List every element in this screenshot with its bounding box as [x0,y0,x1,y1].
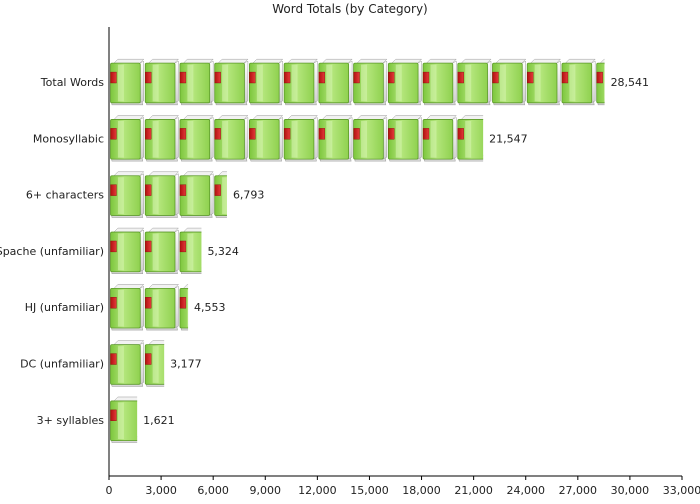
x-tick-label: 21,000 [454,484,493,497]
x-tick-label: 12,000 [298,484,337,497]
green-book-icon [145,284,178,330]
green-book-icon [249,115,282,161]
x-tick-label: 9,000 [250,484,282,497]
green-book-icon [110,115,143,161]
category-label: Total Words [40,76,104,89]
data-label: 3,177 [170,358,202,371]
category-label: 6+ characters [26,189,104,202]
green-book-icon [145,228,178,274]
chart-title: Word Totals (by Category) [272,2,427,16]
green-book-icon [110,172,143,218]
green-book-icon [110,228,143,274]
x-axis-ticks: 0 3,000 6,000 9,000 12,000 15,000 18,000 21,000… [106,476,700,497]
bar-spache-unfamiliar [110,228,213,274]
x-tick-label: 3,000 [145,484,177,497]
x-tick-label: 18,000 [402,484,441,497]
data-label: 1,621 [143,414,175,427]
green-book-icon [180,172,213,218]
category-label: 3+ syllables [37,414,105,427]
bar-6-characters [110,172,247,218]
data-label: 5,324 [207,245,239,258]
data-label: 21,547 [489,132,528,145]
category-label: HJ (unfamiliar) [25,301,104,314]
green-book-icon [527,59,560,105]
green-book-icon [388,115,421,161]
green-book-icon [110,59,143,105]
green-book-icon [110,397,143,443]
x-tick-label: 27,000 [559,484,598,497]
green-book-icon [145,59,178,105]
green-book-icon [458,59,491,105]
green-book-icon [110,341,143,387]
green-book-icon [388,59,421,105]
green-book-icon [458,115,491,161]
category-label: Monosyllabic [33,132,104,145]
green-book-icon [319,59,352,105]
green-book-icon [423,115,456,161]
green-book-icon [284,59,317,105]
x-tick-label: 6,000 [197,484,229,497]
data-label: 6,793 [233,189,264,202]
data-label: 4,553 [194,301,226,314]
data-label: 28,541 [611,76,650,89]
green-book-icon [354,115,387,161]
bar-monosyllabic [110,115,491,161]
green-book-icon [423,59,456,105]
green-book-icon [319,115,352,161]
green-book-icon [110,284,143,330]
x-tick-label: 15,000 [350,484,389,497]
green-book-icon [145,115,178,161]
green-book-icon [145,172,178,218]
x-tick-label: 33,000 [663,484,700,497]
category-label: Spache (unfamiliar) [0,245,104,258]
x-tick-label: 0 [106,484,113,497]
green-book-icon [354,59,387,105]
green-book-icon [215,115,248,161]
green-book-icon [492,59,525,105]
green-book-icon [180,115,213,161]
bar-3-syllables [110,397,143,443]
green-book-icon [215,59,248,105]
bars [110,59,629,442]
bar-total-words [110,59,629,105]
category-label: DC (unfamiliar) [20,358,104,371]
green-book-icon [180,59,213,105]
bar-dc-unfamiliar [110,341,178,387]
category-labels: Total Words Monosyllabic 6+ characters Spac… [0,76,104,427]
green-book-icon [562,59,595,105]
green-book-icon [284,115,317,161]
green-book-icon [249,59,282,105]
x-tick-label: 24,000 [506,484,545,497]
x-tick-label: 30,000 [611,484,650,497]
